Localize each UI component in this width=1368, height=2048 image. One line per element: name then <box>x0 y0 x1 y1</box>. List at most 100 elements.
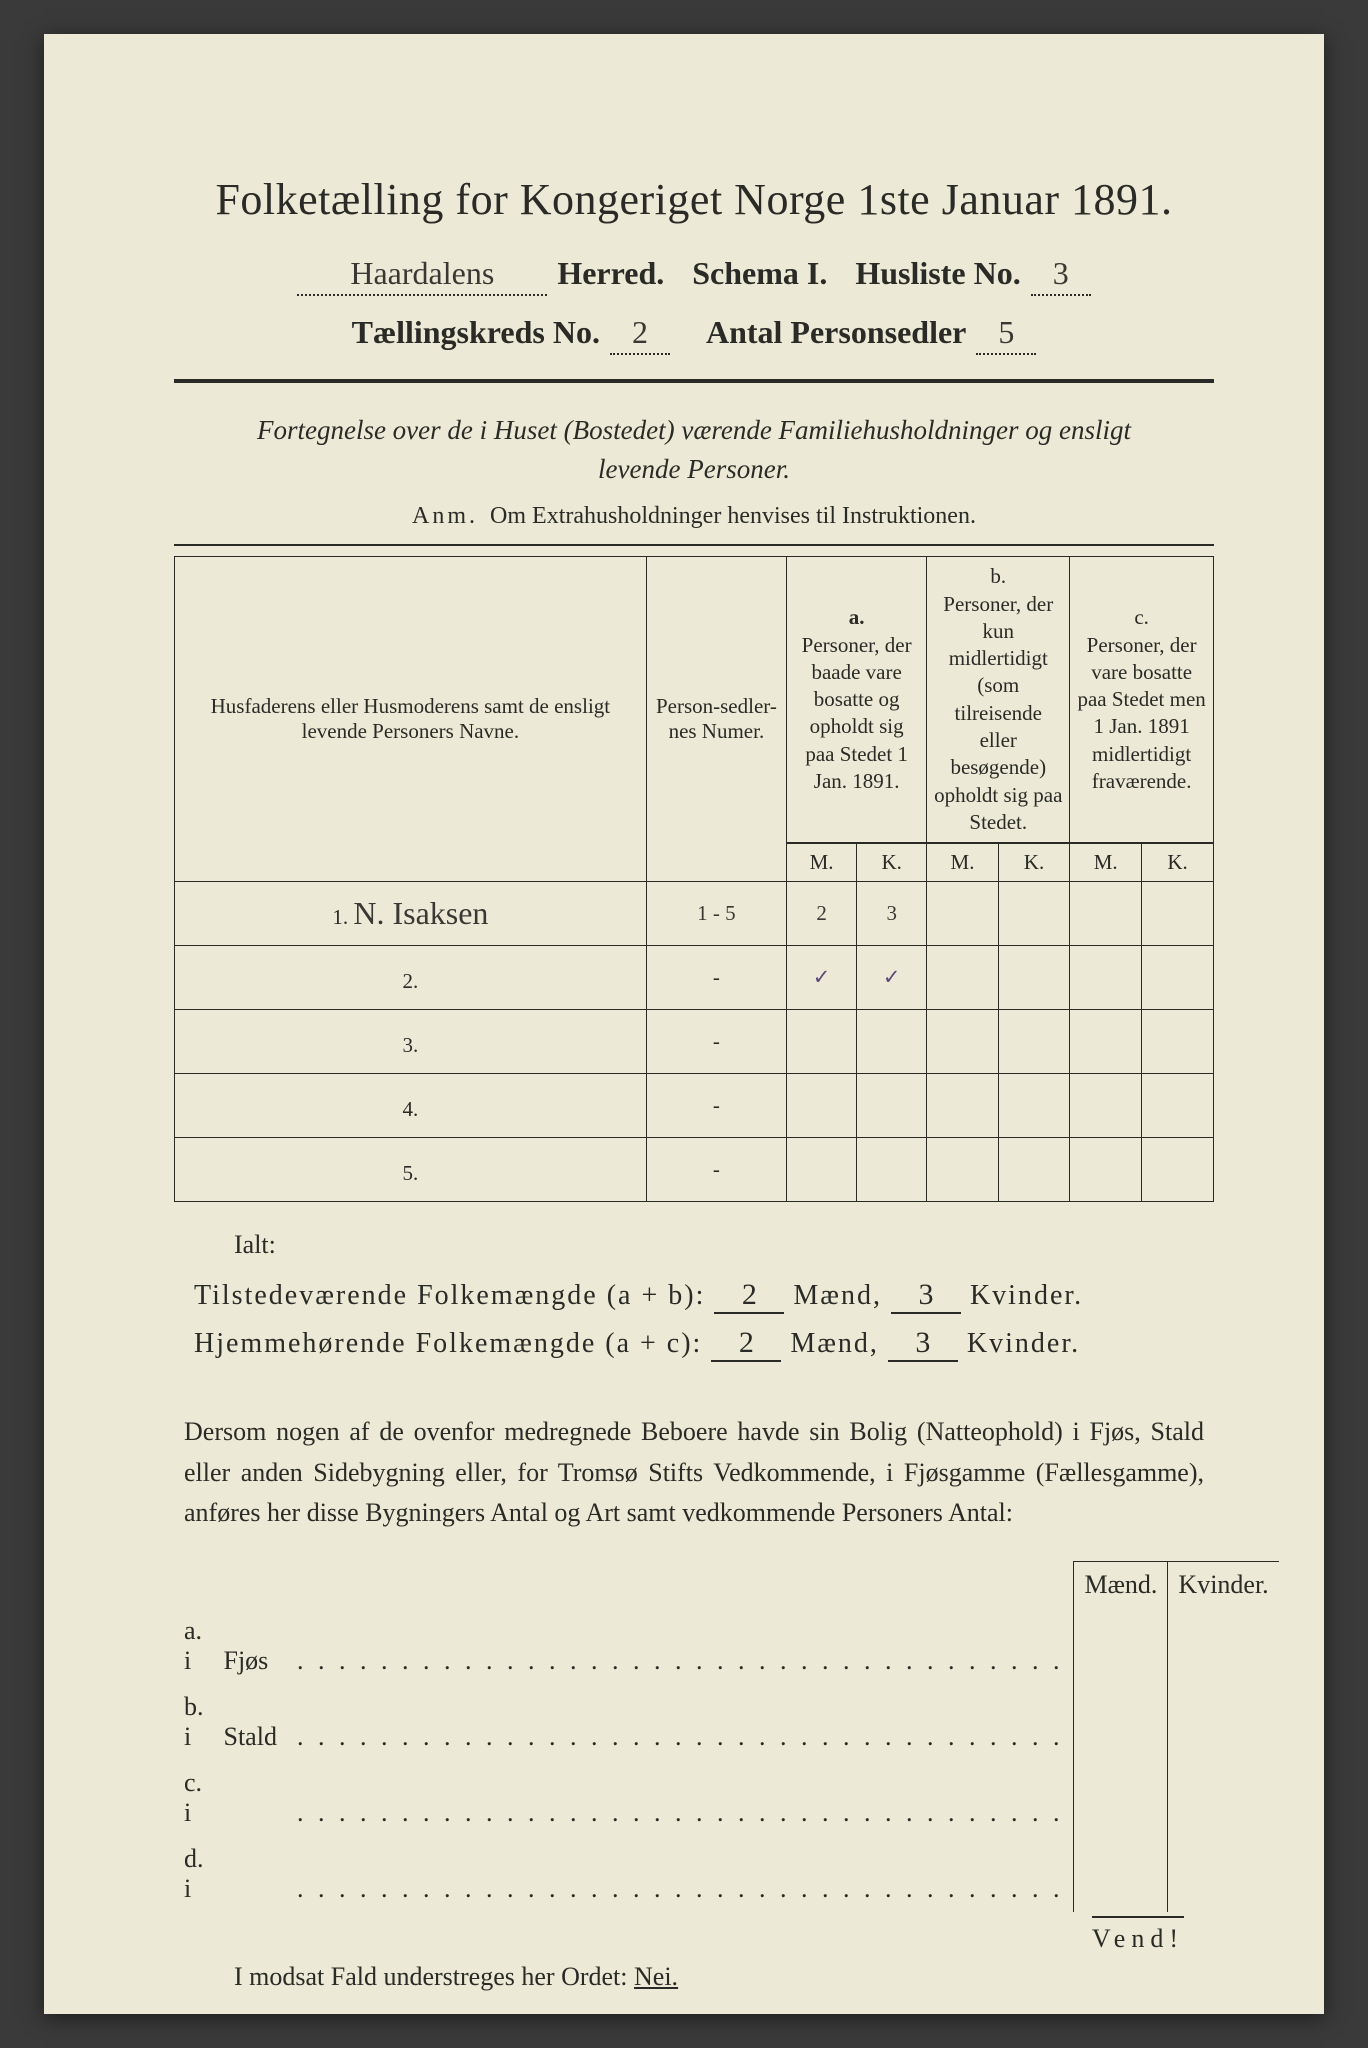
cell-c-m <box>1070 1074 1142 1138</box>
lower-row: c. i. . . . . . . . . . . . . . . . . . … <box>174 1760 1279 1836</box>
kvinder-label: Kvinder. <box>967 1328 1080 1359</box>
herred-value: Haardalens <box>297 255 547 296</box>
main-table: Husfaderens eller Husmoderens samt de en… <box>174 556 1214 1202</box>
cell-b-m <box>927 946 999 1010</box>
cell-b-k <box>998 1074 1070 1138</box>
table-row: 5. - <box>175 1138 1214 1202</box>
lower-cat: Stald <box>214 1684 287 1760</box>
lower-cat <box>214 1760 287 1836</box>
lower-k <box>1168 1760 1279 1836</box>
lower-head-m: Mænd. <box>1074 1562 1168 1609</box>
nei-word: Nei. <box>634 1962 678 1991</box>
tilstede-k: 3 <box>891 1278 961 1314</box>
antal-value: 5 <box>976 314 1036 355</box>
cell-c-k <box>1142 946 1214 1010</box>
lower-lab: b. i <box>174 1684 214 1760</box>
col-a-label: a. <box>849 605 865 629</box>
cell-c-m <box>1070 1138 1142 1202</box>
kreds-label: Tællingskreds No. <box>352 314 600 351</box>
lower-m <box>1074 1760 1168 1836</box>
lower-m <box>1074 1608 1168 1684</box>
nei-line: I modsat Fald understreges her Ordet: Ne… <box>234 1962 1214 1992</box>
lower-cat: Fjøs <box>214 1608 287 1684</box>
col-names-header: Husfaderens eller Husmoderens samt de en… <box>175 557 647 882</box>
lower-lab: d. i <box>174 1836 214 1912</box>
lower-dots: . . . . . . . . . . . . . . . . . . . . … <box>287 1760 1074 1836</box>
husliste-label: Husliste No. <box>855 255 1020 292</box>
antal-label: Antal Personsedler <box>706 314 966 351</box>
cell-a-k <box>857 1074 927 1138</box>
cell-a-m <box>787 1138 857 1202</box>
lower-cat <box>214 1836 287 1912</box>
tilstede-row: Tilstedeværende Folkemængde (a + b): 2 M… <box>194 1278 1214 1314</box>
cell-a-m: 2 <box>787 882 857 946</box>
cell-num: - <box>646 946 786 1010</box>
kreds-value: 2 <box>610 314 670 355</box>
intro-line-1: Fortegnelse over de i Huset (Bostedet) v… <box>257 415 1131 445</box>
lower-paragraph: Dersom nogen af de ovenfor medregnede Be… <box>184 1412 1204 1533</box>
tilstede-label: Tilstedeværende Folkemængde (a + b): <box>194 1280 705 1311</box>
kvinder-label: Kvinder. <box>970 1280 1083 1311</box>
cell-c-m <box>1070 882 1142 946</box>
col-c-header: c. Personer, der vare bosatte paa Stedet… <box>1070 557 1214 843</box>
col-a-m: M. <box>787 844 857 882</box>
table-row: 2. -✓✓ <box>175 946 1214 1010</box>
lower-m <box>1074 1836 1168 1912</box>
header-row-2: Tællingskreds No. 2 Antal Personsedler 5 <box>174 314 1214 355</box>
cell-a-k: 3 <box>857 882 927 946</box>
schema-label: Schema I. <box>692 255 827 292</box>
cell-b-k <box>998 1010 1070 1074</box>
cell-b-m <box>927 1010 999 1074</box>
lower-row: d. i. . . . . . . . . . . . . . . . . . … <box>174 1836 1279 1912</box>
cell-num: - <box>646 1010 786 1074</box>
divider <box>174 379 1214 383</box>
lower-m <box>1074 1684 1168 1760</box>
col-a-k: K. <box>857 844 927 882</box>
hjemme-k: 3 <box>888 1326 958 1362</box>
cell-a-k: ✓ <box>857 946 927 1010</box>
col-a-text: Personer, der baade vare bosatte og opho… <box>802 633 912 793</box>
cell-c-k <box>1142 1138 1214 1202</box>
table-row: 1. N. Isaksen1 - 523 <box>175 882 1214 946</box>
cell-b-m <box>927 1074 999 1138</box>
nei-lead: I modsat Fald understreges her Ordet: <box>234 1962 628 1991</box>
lower-dots: . . . . . . . . . . . . . . . . . . . . … <box>287 1684 1074 1760</box>
herred-label: Herred. <box>557 255 664 292</box>
lower-k <box>1168 1684 1279 1760</box>
lower-lab: a. i <box>174 1608 214 1684</box>
cell-a-k <box>857 1138 927 1202</box>
col-b-k: K. <box>998 844 1070 882</box>
anm-lead: Anm. <box>412 503 478 529</box>
cell-a-m <box>787 1074 857 1138</box>
cell-c-k <box>1142 882 1214 946</box>
header-row-1: Haardalens Herred. Schema I. Husliste No… <box>174 255 1214 296</box>
cell-a-m <box>787 1010 857 1074</box>
intro-text: Fortegnelse over de i Huset (Bostedet) v… <box>174 411 1214 489</box>
col-b-text: Personer, der kun midlertidigt (som tilr… <box>934 592 1062 834</box>
intro-line-2: levende Personer. <box>598 454 790 484</box>
col-names-text: Husfaderens eller Husmoderens samt de en… <box>211 694 610 743</box>
cell-num: - <box>646 1138 786 1202</box>
cell-a-k <box>857 1010 927 1074</box>
col-num-header: Person-sedler-nes Numer. <box>646 557 786 882</box>
cell-c-k <box>1142 1074 1214 1138</box>
maend-label: Mænd, <box>793 1280 882 1311</box>
cell-c-k <box>1142 1010 1214 1074</box>
cell-b-k <box>998 946 1070 1010</box>
cell-b-k <box>998 882 1070 946</box>
cell-num: 1 - 5 <box>646 882 786 946</box>
row-num: 5. <box>175 1138 647 1202</box>
cell-num: - <box>646 1074 786 1138</box>
table-row: 4. - <box>175 1074 1214 1138</box>
hjemme-m: 2 <box>711 1326 781 1362</box>
row-num: 3. <box>175 1010 647 1074</box>
maend-label: Mænd, <box>790 1328 879 1359</box>
row-num: 1. N. Isaksen <box>175 882 647 946</box>
col-c-label: c. <box>1134 605 1149 629</box>
cell-c-m <box>1070 1010 1142 1074</box>
hjemme-row: Hjemmehørende Folkemængde (a + c): 2 Mæn… <box>194 1326 1214 1362</box>
cell-b-k <box>998 1138 1070 1202</box>
page-title: Folketælling for Kongeriget Norge 1ste J… <box>174 174 1214 225</box>
table-row: 3. - <box>175 1010 1214 1074</box>
cell-b-m <box>927 882 999 946</box>
